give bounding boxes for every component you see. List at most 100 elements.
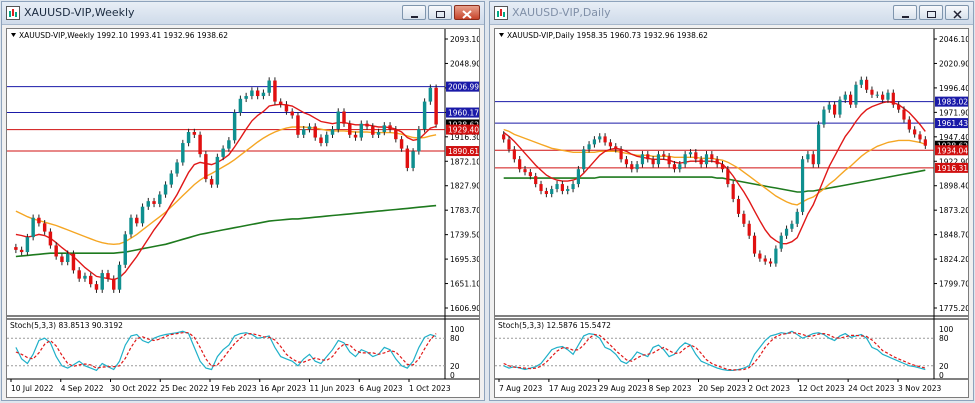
price-badge xyxy=(935,162,968,173)
restore-icon xyxy=(436,11,445,18)
candle-body xyxy=(614,146,618,150)
candle-body xyxy=(77,270,81,279)
candle-body xyxy=(704,154,709,165)
date-label: 30 Oct 2022 xyxy=(111,384,158,393)
price-tick-label: 1775.20 xyxy=(939,304,969,313)
candle-body xyxy=(273,80,277,102)
price-badge-label: 1916.31 xyxy=(937,164,968,173)
candle-body xyxy=(123,234,127,265)
price-tick-label: 2020.90 xyxy=(939,59,969,68)
candle-body xyxy=(763,258,767,262)
price-tick-label: 1651.10 xyxy=(450,280,480,289)
slow-ma-line xyxy=(503,169,926,193)
close-button[interactable] xyxy=(454,5,480,20)
candle-body xyxy=(434,87,438,125)
candle-body xyxy=(376,132,381,135)
candle-body xyxy=(592,139,597,145)
candle-body xyxy=(544,191,548,195)
restore-button[interactable] xyxy=(428,5,452,20)
fast-ma-line xyxy=(503,100,926,245)
weekly-chart-window[interactable]: XAUUSD-VIP,Weekly 2093.102048.902004.701… xyxy=(1,1,485,401)
close-button[interactable] xyxy=(945,5,969,20)
candle-body xyxy=(656,154,661,165)
candle-body xyxy=(608,142,613,147)
candle-body xyxy=(71,253,76,271)
weekly-title-bar[interactable]: XAUUSD-VIP,Weekly xyxy=(2,2,484,25)
restore-button[interactable] xyxy=(919,5,943,20)
candle-body xyxy=(94,284,99,290)
date-label: 7 Aug 2023 xyxy=(499,384,542,393)
daily-title-bar[interactable]: XAUUSD-VIP,Daily xyxy=(490,2,973,25)
price-tick-label: 1947.40 xyxy=(939,133,969,142)
price-tick-label: 1739.50 xyxy=(450,231,480,240)
candle-body xyxy=(694,152,698,160)
candle-body xyxy=(603,136,607,143)
candle-body xyxy=(140,206,145,224)
candle-body xyxy=(169,173,174,185)
candle-body xyxy=(742,213,746,224)
candle-body xyxy=(576,169,580,185)
daily-chart-window[interactable]: XAUUSD-VIP,Daily 2046.10 2020.90 1996.40 19… xyxy=(489,1,974,401)
date-label: 25 Dec 2022 xyxy=(160,384,208,393)
candle-body xyxy=(330,129,335,135)
candle-body xyxy=(417,129,421,152)
candle-body xyxy=(897,104,901,110)
chart-window-icon xyxy=(494,6,508,20)
candle-body xyxy=(186,132,191,144)
candle-body xyxy=(838,99,842,115)
price-badge-label: 2006.99 xyxy=(448,83,479,92)
candle-body xyxy=(221,148,225,157)
weekly-price-chart[interactable]: 2093.102048.902004.701960.501916.301872.… xyxy=(7,29,480,398)
candle-body xyxy=(198,134,202,155)
candle-body xyxy=(255,90,260,97)
minimize-button[interactable] xyxy=(893,5,917,20)
candle-body xyxy=(582,149,586,170)
stoch-label: Stoch(5,3,3) 12.5876 15.5472 xyxy=(498,321,611,330)
medium-ma-line xyxy=(15,126,437,246)
weekly-plot-area[interactable]: 2093.102048.902004.701960.501916.301872.… xyxy=(6,28,480,398)
stoch-scale-label: 0 xyxy=(450,371,455,380)
dropdown-triangle-icon xyxy=(11,33,16,37)
minimize-button[interactable] xyxy=(402,5,426,20)
price-tick-label: 1799.70 xyxy=(939,280,969,289)
symbol-header: XAUUSD-VIP,Daily 1958.35 1960.73 1932.96… xyxy=(507,31,708,40)
candle-body xyxy=(371,126,375,135)
candle-body xyxy=(65,253,70,263)
candle-body xyxy=(135,217,139,224)
candle-body xyxy=(301,129,306,135)
candle-body xyxy=(325,134,329,144)
date-label: 12 Oct 2023 xyxy=(798,384,845,393)
price-badge xyxy=(446,146,479,157)
candle-body xyxy=(42,223,47,232)
candle-body xyxy=(624,159,629,165)
candle-body xyxy=(550,189,554,195)
stoch-d-line xyxy=(503,332,926,371)
candle-body xyxy=(422,101,427,130)
date-label: 1 Oct 2023 xyxy=(409,384,451,393)
daily-plot-area[interactable]: 2046.10 2020.90 1996.40 1971.90 1947.40 1922.… xyxy=(494,28,969,398)
candle-body xyxy=(250,90,254,97)
candle-body xyxy=(619,149,623,160)
stoch-k-line xyxy=(15,330,437,372)
date-label: 8 Sep 2023 xyxy=(649,384,692,393)
date-label: 10 Jul 2022 xyxy=(11,384,54,393)
candle-body xyxy=(528,172,532,177)
candle-body xyxy=(720,164,725,170)
daily-price-chart[interactable]: 2046.10 2020.90 1996.40 1971.90 1947.40 1922.… xyxy=(495,29,969,398)
candle-body xyxy=(683,154,687,165)
price-tick-label: 2048.90 xyxy=(450,59,480,68)
candle-body xyxy=(662,154,666,157)
date-label: 11 Jun 2023 xyxy=(310,384,355,393)
dropdown-triangle-icon xyxy=(499,33,504,37)
candle-body xyxy=(534,176,538,185)
candle-body xyxy=(827,104,831,110)
candle-body xyxy=(768,261,773,264)
stoch-scale-label: 80 xyxy=(939,334,949,343)
candle-body xyxy=(640,154,645,165)
candle-body xyxy=(163,184,168,195)
candle-body xyxy=(512,149,516,160)
candle-body xyxy=(688,152,693,155)
candle-body xyxy=(319,137,323,144)
candle-body xyxy=(907,119,911,130)
medium-ma-line xyxy=(503,128,926,206)
